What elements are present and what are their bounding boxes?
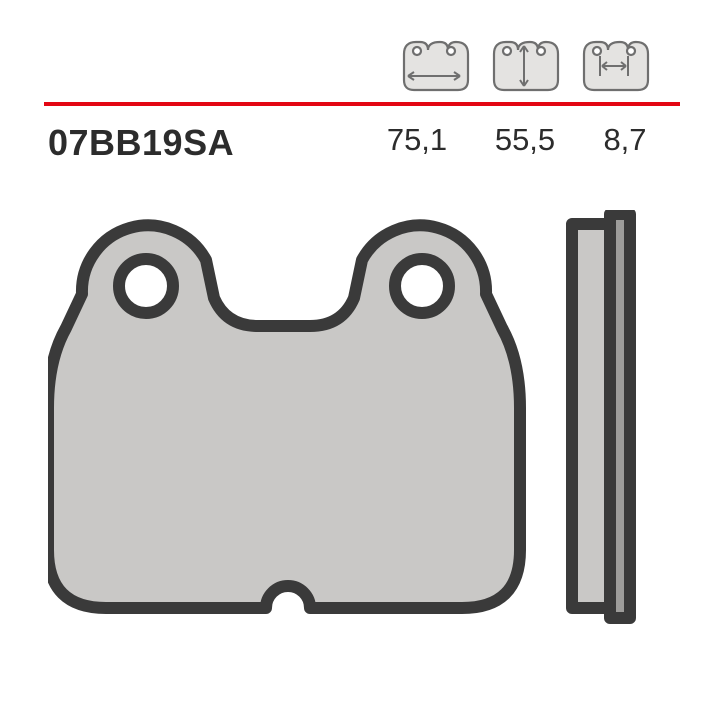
- side-backplate: [610, 214, 630, 618]
- mounting-hole-left: [119, 259, 173, 313]
- dimension-width: 75,1: [372, 122, 462, 158]
- part-number: 07BB19SA: [48, 122, 234, 164]
- side-view: [572, 214, 630, 618]
- front-view: [48, 225, 520, 608]
- height-icon: [486, 36, 562, 94]
- width-icon: [396, 36, 472, 94]
- technical-drawing-canvas: 07BB19SA 75,1 55,5 8,7: [0, 0, 724, 724]
- brake-pad-drawing: [48, 210, 668, 675]
- dimension-thickness: 8,7: [580, 122, 670, 158]
- dimension-icons-row: [396, 36, 652, 94]
- thickness-icon: [576, 36, 652, 94]
- dimension-height: 55,5: [480, 122, 570, 158]
- mounting-hole-right: [395, 259, 449, 313]
- separator-line: [44, 102, 680, 106]
